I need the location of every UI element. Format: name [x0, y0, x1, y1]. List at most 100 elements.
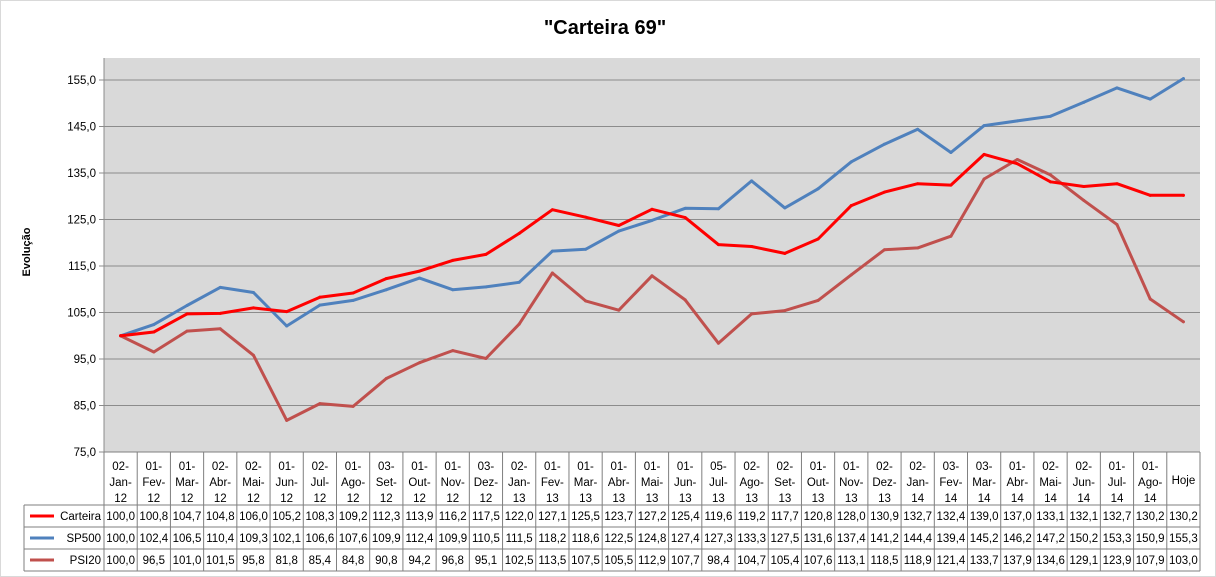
- data-point: [1115, 182, 1119, 186]
- x-tick-label: 01-Nov-12: [441, 461, 465, 505]
- data-cell: 106,5: [173, 533, 202, 545]
- data-point: [1181, 193, 1185, 197]
- data-point: [218, 285, 222, 289]
- data-cell: 101,5: [206, 555, 235, 567]
- data-cell: 81,8: [275, 555, 297, 567]
- data-cell: 100,0: [106, 533, 135, 545]
- data-cell: 127,5: [770, 533, 799, 545]
- plot-area: [104, 58, 1200, 452]
- data-cell: 127,1: [538, 511, 567, 523]
- data-point: [418, 269, 422, 273]
- y-tick-label: 115,0: [68, 261, 96, 273]
- data-cell: 122,0: [505, 511, 534, 523]
- data-point: [251, 353, 255, 357]
- data-point: [750, 244, 754, 248]
- data-point: [949, 183, 953, 187]
- data-cell: 125,5: [571, 511, 600, 523]
- data-point: [949, 234, 953, 238]
- data-point: [1015, 158, 1019, 162]
- x-tick-label: Hoje: [1172, 475, 1196, 487]
- data-cell: 118,6: [572, 533, 600, 545]
- data-cell: 130,2: [1136, 511, 1165, 523]
- data-point: [1148, 97, 1152, 101]
- y-tick-label: 145,0: [67, 122, 96, 134]
- data-cell: 104,7: [173, 511, 202, 523]
- data-point: [783, 309, 787, 313]
- data-cell: 113,1: [837, 555, 865, 567]
- data-cell: 155,3: [1169, 533, 1198, 545]
- x-tick-label: 01-Jul-14: [1108, 461, 1127, 505]
- data-point: [318, 402, 322, 406]
- data-cell: 122,5: [604, 533, 633, 545]
- data-point: [384, 277, 388, 281]
- data-point: [185, 312, 189, 316]
- data-point: [517, 280, 521, 284]
- x-tick-label: 02-Abr-12: [209, 461, 231, 505]
- data-point: [1082, 100, 1086, 104]
- data-point: [1115, 86, 1119, 90]
- data-point: [816, 237, 820, 241]
- data-point: [849, 273, 853, 277]
- data-point: [185, 329, 189, 333]
- x-tick-label: 02-Mai-14: [1039, 461, 1062, 505]
- x-tick-label: 03-Set-12: [376, 461, 397, 505]
- data-cell: 98,4: [707, 555, 730, 567]
- data-cell: 137,4: [837, 533, 866, 545]
- y-tick-label: 75,0: [74, 447, 96, 459]
- y-tick-label: 135,0: [67, 168, 96, 180]
- x-tick-label: 02-Jan-12: [109, 461, 132, 505]
- data-cell: 108,3: [305, 511, 334, 523]
- data-point: [351, 298, 355, 302]
- data-point: [218, 327, 222, 331]
- data-cell: 125,4: [671, 511, 700, 523]
- data-point: [285, 310, 289, 314]
- x-tick-label: 02-Ago-13: [739, 461, 763, 505]
- data-point: [550, 249, 554, 253]
- data-cell: 132,1: [1069, 511, 1098, 523]
- data-cell: 101,0: [173, 555, 202, 567]
- data-cell: 106,0: [239, 511, 268, 523]
- data-cell: 112,4: [406, 533, 435, 545]
- data-point: [716, 243, 720, 247]
- data-cell: 137,9: [1003, 555, 1032, 567]
- data-cell: 107,5: [571, 555, 600, 567]
- x-tick-label: 01-Abr-14: [1006, 461, 1028, 505]
- data-point: [418, 361, 422, 365]
- data-point: [1049, 114, 1053, 118]
- data-cell: 105,5: [604, 555, 633, 567]
- data-cell: 129,1: [1069, 555, 1098, 567]
- data-cell: 130,2: [1169, 511, 1198, 523]
- data-cell: 123,7: [604, 511, 633, 523]
- chart-title: "Carteira 69": [544, 17, 666, 39]
- data-point: [1115, 223, 1119, 227]
- data-point: [1148, 297, 1152, 301]
- x-tick-label: 01-Out-13: [807, 461, 830, 505]
- data-cell: 153,3: [1103, 533, 1132, 545]
- legend-label: PSI20: [70, 555, 101, 567]
- data-cell: 113,5: [538, 555, 566, 567]
- data-cell: 127,2: [638, 511, 667, 523]
- data-cell: 84,8: [342, 555, 364, 567]
- data-point: [617, 224, 621, 228]
- data-cell: 118,5: [871, 555, 899, 567]
- data-cell: 132,7: [1103, 511, 1132, 523]
- data-cell: 117,7: [771, 511, 799, 523]
- data-point: [584, 247, 588, 251]
- data-cell: 104,8: [206, 511, 235, 523]
- data-point: [1015, 162, 1019, 166]
- x-tick-label: 02-Jul-12: [311, 461, 330, 505]
- data-point: [351, 404, 355, 408]
- legend-label: Carteira: [60, 511, 102, 523]
- x-tick-label: 01-Ago-12: [341, 461, 365, 505]
- data-point: [650, 207, 654, 211]
- data-point: [650, 218, 654, 222]
- x-tick-label: 03-Dez-12: [474, 461, 498, 505]
- data-cell: 102,5: [505, 555, 534, 567]
- data-point: [584, 215, 588, 219]
- data-point: [351, 291, 355, 295]
- data-point: [716, 341, 720, 345]
- data-point: [418, 276, 422, 280]
- data-cell: 128,0: [837, 511, 866, 523]
- data-point: [484, 357, 488, 361]
